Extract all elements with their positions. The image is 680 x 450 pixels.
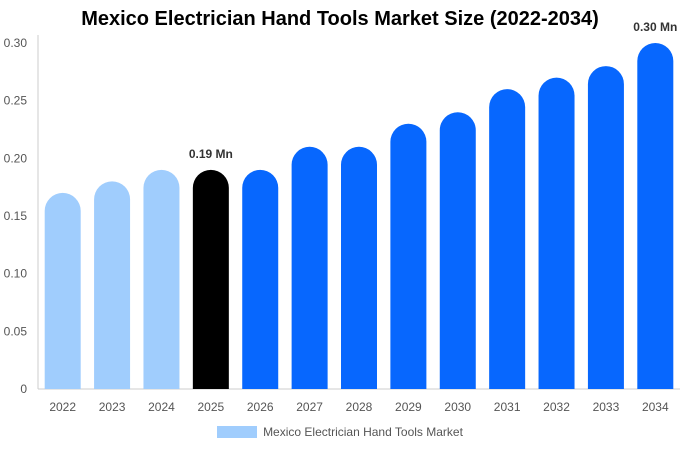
bar-2023	[94, 181, 131, 389]
data-label-2034: 0.30 Mn	[633, 20, 677, 34]
x-tick-label: 2031	[494, 400, 521, 414]
y-tick-label: 0.20	[4, 151, 28, 165]
x-tick-label: 2034	[642, 400, 669, 414]
x-tick-label: 2023	[99, 400, 126, 414]
data-label-2025: 0.19 Mn	[189, 147, 233, 161]
bar-2030	[439, 112, 476, 389]
x-tick-label: 2022	[49, 400, 76, 414]
bar-2032	[538, 77, 575, 389]
y-axis: 0 0.05 0.10 0.15 0.20 0.25 0.30	[4, 35, 39, 396]
legend: Mexico Electrician Hand Tools Market	[0, 425, 680, 439]
chart-title: Mexico Electrician Hand Tools Market Siz…	[81, 8, 599, 30]
y-tick-label: 0.30	[4, 36, 28, 50]
legend-swatch	[217, 426, 258, 438]
bar-2024	[143, 169, 180, 389]
bar-2028	[341, 146, 377, 389]
y-tick-label: 0	[20, 382, 27, 396]
x-axis: 2022 2023 2024 2025 2026 2027 2028 2029 2030 2031…	[38, 388, 680, 414]
bar-2026	[242, 169, 279, 389]
bar-2025	[192, 169, 229, 389]
x-tick-label: 2032	[543, 400, 570, 414]
x-tick-label: 2026	[247, 400, 274, 414]
x-tick-label: 2024	[148, 400, 175, 414]
bars	[44, 43, 674, 390]
bar-2034	[637, 43, 674, 389]
y-tick-label: 0.10	[4, 267, 28, 281]
y-tick-label: 0.05	[4, 324, 28, 338]
legend-label: Mexico Electrician Hand Tools Market	[263, 425, 463, 439]
x-tick-label: 2033	[593, 400, 620, 414]
bar-2029	[390, 123, 427, 389]
x-tick-label: 2030	[444, 400, 471, 414]
bar-2033	[587, 66, 624, 389]
x-tick-label: 2029	[395, 400, 422, 414]
bar-2022	[44, 192, 81, 389]
bar-chart: 00.050.100.150.200.250.30 2022 2023 2024 20…	[4, 20, 680, 414]
y-tick-label: 0.15	[4, 209, 28, 223]
x-tick-label: 2028	[346, 400, 373, 414]
x-tick-label: 2027	[296, 400, 323, 414]
bar-2031	[489, 89, 526, 390]
x-tick-label: 2025	[197, 400, 224, 414]
y-tick-label: 0.25	[4, 94, 28, 108]
bar-2027	[291, 146, 328, 389]
data-labels: 0.19 Mn 0.30 Mn	[189, 20, 677, 161]
